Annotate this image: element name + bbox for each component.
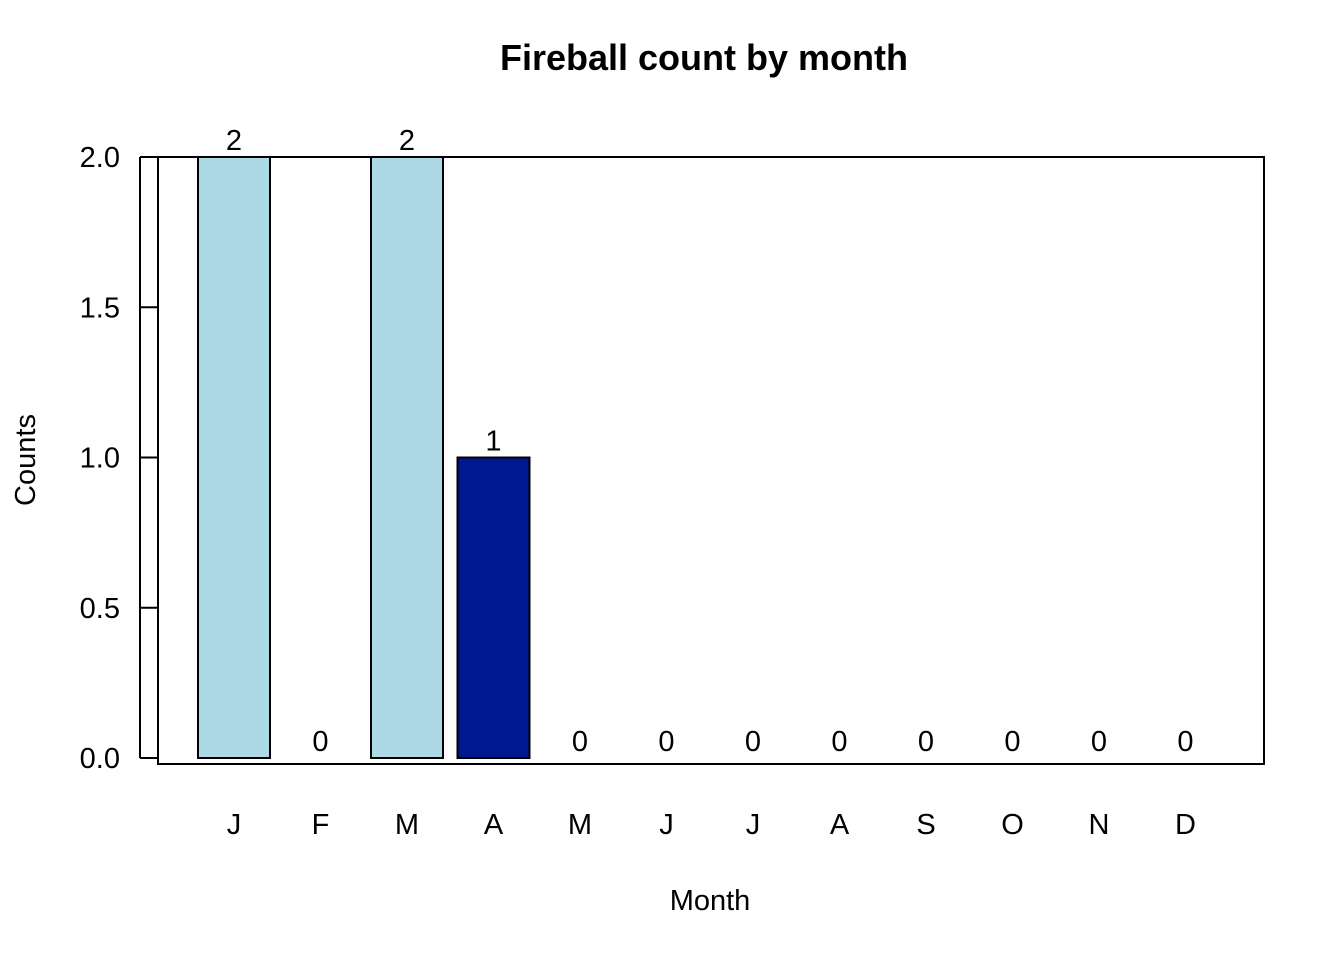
bar-data-label: 0: [745, 726, 761, 758]
x-tick-label: A: [830, 809, 850, 841]
y-tick-label: 1.5: [80, 292, 120, 324]
y-tick-label: 0.5: [80, 593, 120, 625]
bar-data-label: 0: [831, 726, 847, 758]
data-labels-group: 2 0 2 1 0 0 0 0 0 0 0 0: [226, 125, 1194, 758]
bar-data-label: 0: [1004, 726, 1020, 758]
bars-group: [197, 156, 531, 759]
x-tick-label: J: [746, 809, 761, 841]
bar-data-label: 0: [658, 726, 674, 758]
x-tick-label: J: [227, 809, 242, 841]
bar-data-label: 1: [485, 426, 501, 458]
plot-frame: [157, 156, 1265, 765]
y-axis: 0.0 0.5 1.0 1.5 2.0: [80, 142, 158, 775]
x-tick-label: O: [1001, 809, 1024, 841]
bar-data-label: 0: [918, 726, 934, 758]
y-tick-label: 0.0: [80, 743, 120, 775]
x-axis-title: Month: [670, 885, 751, 917]
x-tick-label: M: [568, 809, 592, 841]
bar-data-label: 0: [572, 726, 588, 758]
bar-data-label: 2: [399, 125, 415, 157]
bar: [197, 156, 271, 759]
bar-data-label: 0: [1177, 726, 1193, 758]
bar-data-label: 2: [226, 125, 242, 157]
x-tick-label: D: [1175, 809, 1196, 841]
y-axis-title: Counts: [10, 414, 42, 506]
x-tick-label: N: [1089, 809, 1110, 841]
bar: [370, 156, 444, 759]
bar: [456, 456, 531, 759]
x-tick-label: F: [312, 809, 330, 841]
x-tick-label: M: [395, 809, 419, 841]
chart-title: Fireball count by month: [500, 37, 908, 78]
y-tick-label: 2.0: [80, 142, 120, 174]
bar-data-label: 0: [312, 726, 328, 758]
y-tick-label: 1.0: [80, 443, 120, 475]
x-tick-label: S: [916, 809, 935, 841]
x-tick-label: A: [484, 809, 504, 841]
bar-data-label: 0: [1091, 726, 1107, 758]
x-tick-label: J: [659, 809, 674, 841]
